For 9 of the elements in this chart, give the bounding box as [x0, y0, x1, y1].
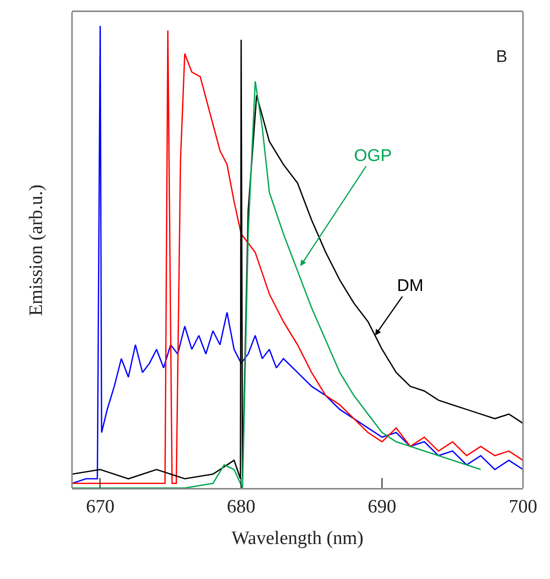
x-tick-label: 680 — [226, 496, 256, 518]
x-tick-label: 670 — [86, 496, 114, 518]
x-tick-label: 690 — [368, 496, 396, 518]
annotation: OGP — [354, 146, 392, 165]
x-tick-label: 700 — [508, 496, 538, 518]
annotation: B — [496, 47, 508, 66]
x-axis-title: Wavelength (nm) — [232, 528, 364, 549]
annotation: DM — [397, 276, 424, 295]
y-axis-title: Emission (arb.u.) — [26, 184, 47, 316]
